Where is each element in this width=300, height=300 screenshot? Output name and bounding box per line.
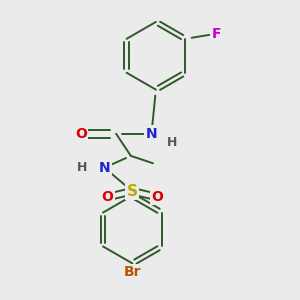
Text: Br: Br xyxy=(124,265,141,279)
Text: O: O xyxy=(101,190,113,204)
Text: N: N xyxy=(98,161,110,175)
Text: O: O xyxy=(152,190,163,204)
Text: O: O xyxy=(75,127,87,141)
Text: N: N xyxy=(146,127,157,141)
Text: S: S xyxy=(127,184,138,199)
Text: F: F xyxy=(212,27,221,41)
Text: H: H xyxy=(77,161,88,174)
Text: H: H xyxy=(167,136,177,149)
